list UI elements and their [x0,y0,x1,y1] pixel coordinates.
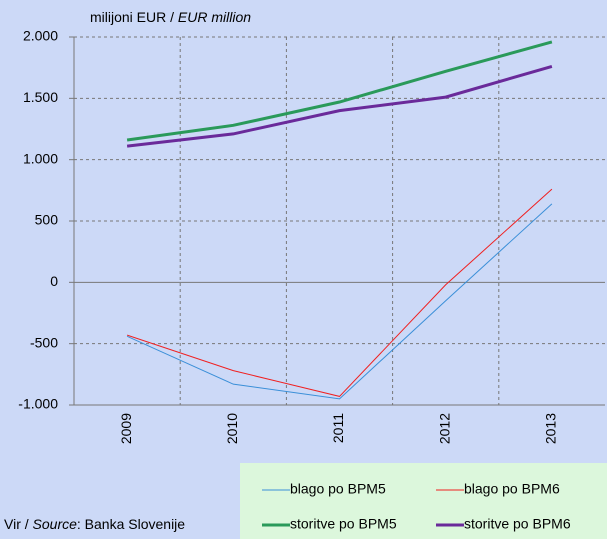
x-tick-label: 2012 [436,413,452,444]
y-tick-label: 2.000 [23,28,58,44]
y-label-part: milijoni EUR / [90,9,178,25]
line-series [126,64,553,148]
legend-label: storitve po BPM6 [464,516,571,532]
line-series [126,40,553,142]
x-tick-label: 2009 [118,413,134,444]
y-tick-label: -500 [30,334,58,350]
line-series [126,203,553,400]
legend-label: storitve po BPM5 [290,516,397,532]
legend-label: blago po BPM6 [464,481,560,497]
legend-label: blago po BPM5 [290,481,386,497]
y-axis-label: milijoni EUR / EUR million [90,9,251,25]
y-tick-label: 500 [35,212,59,228]
x-tick-label: 2011 [330,413,346,443]
source-part: Vir / [4,516,33,532]
source: Vir / Source: Banka Slovenije [4,516,185,532]
y-tick-label: 1.000 [23,150,58,166]
y-tick-label: 0 [50,273,58,289]
x-tick-label: 2013 [543,413,559,444]
y-tick-label: -1.000 [18,396,58,412]
source-part: Source [33,516,78,532]
y-label-part: EUR million [178,9,251,25]
x-tick-label: 2010 [224,413,240,444]
line-series [126,188,553,397]
legend-box [240,463,607,539]
y-tick-label: 1.500 [23,89,58,105]
source-part: : Banka Slovenije [77,516,185,532]
